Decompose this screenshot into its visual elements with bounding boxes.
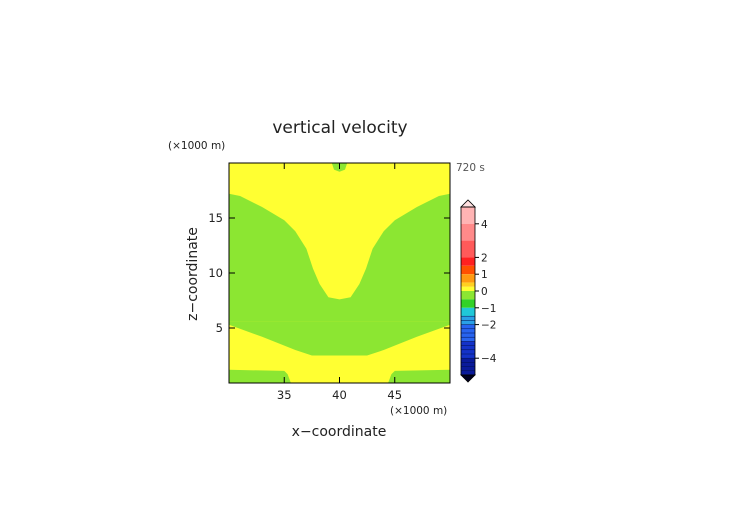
colorbar-band xyxy=(461,223,475,241)
mid-green-band xyxy=(229,321,450,356)
colorbar: 4 2 1 0 −1 −2 −4 xyxy=(460,199,497,383)
axis-ticks: 35 40 45 5 10 15 xyxy=(208,163,450,402)
x-tick-label: 35 xyxy=(277,388,292,402)
colorbar-tick-label: 0 xyxy=(481,286,488,298)
colorbar-tick-label: 2 xyxy=(481,252,488,264)
x-axis-label: x−coordinate xyxy=(292,424,387,440)
y-tick-label: 5 xyxy=(216,321,223,335)
colorbar-tick-label: −4 xyxy=(481,353,497,365)
y-axis-label: z−coordinate xyxy=(185,227,201,321)
colorbar-tick-label: −2 xyxy=(481,320,496,332)
colorbar-band xyxy=(461,207,475,224)
colorbar-under-triangle xyxy=(460,374,476,383)
y-tick-label: 15 xyxy=(208,211,223,225)
plot-area xyxy=(228,162,451,384)
colorbar-band xyxy=(461,274,475,283)
colorbar-band xyxy=(461,265,475,275)
colorbar-band xyxy=(461,307,475,317)
y-tick-label: 10 xyxy=(208,266,223,280)
y-unit-label: (×1000 m) xyxy=(168,140,225,152)
chart-title: vertical velocity xyxy=(272,118,407,138)
upper-green-region xyxy=(229,193,450,322)
x-tick-label: 45 xyxy=(387,388,402,402)
x-unit-label: (×1000 m) xyxy=(390,405,447,417)
colorbar-tick-label: 1 xyxy=(481,269,488,281)
colorbar-band xyxy=(461,240,475,258)
time-label: 720 s xyxy=(456,162,485,174)
colorbar-band xyxy=(461,282,475,287)
colorbar-band xyxy=(461,291,475,300)
colorbar-band xyxy=(461,299,475,308)
x-tick-label: 40 xyxy=(332,388,347,402)
colorbar-over-triangle xyxy=(460,199,476,208)
colorbar-band xyxy=(461,257,475,266)
colorbar-tick-label: −1 xyxy=(481,303,496,315)
colorbar-tick-label: 4 xyxy=(481,219,488,231)
colorbar-band xyxy=(461,286,475,291)
